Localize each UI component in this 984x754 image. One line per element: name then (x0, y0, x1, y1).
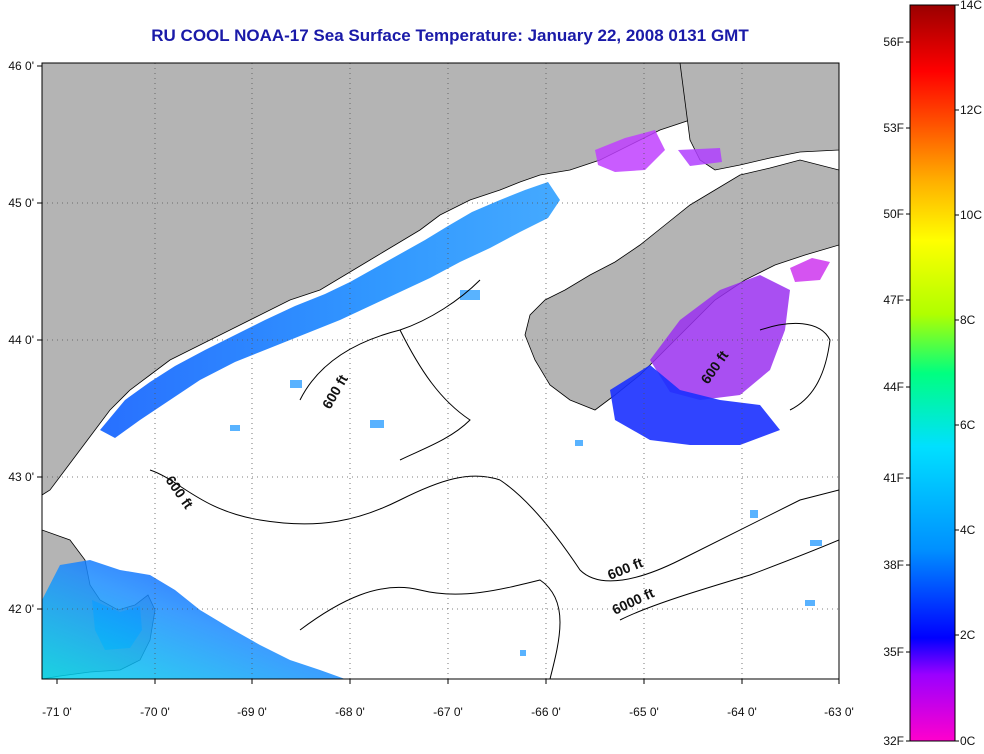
depth-contours (149, 279, 839, 679)
lat-tick-label: 44 0' (8, 333, 34, 347)
colorbar-f-label: 32F (883, 734, 904, 748)
colorbar-c-label: 14C (960, 0, 982, 12)
lon-tick-label: -68 0' (335, 705, 365, 719)
sst-warm-patch-south (42, 560, 345, 679)
colorbar-f-label: 35F (883, 645, 904, 659)
lat-tick-label: 45 0' (8, 196, 34, 210)
colorbar (909, 4, 956, 742)
sst-coastal-band (100, 182, 560, 438)
colorbar-f-label: 53F (883, 121, 904, 135)
colorbar-c-label: 8C (960, 313, 976, 327)
colorbar-f-label: 38F (883, 558, 904, 572)
colorbar-c-label: 12C (960, 103, 982, 117)
colorbar-f-label: 47F (883, 293, 904, 307)
lon-tick-label: -67 0' (433, 705, 463, 719)
lon-tick-label: -64 0' (727, 705, 757, 719)
lat-tick-label: 46 0' (8, 59, 34, 73)
lat-tick-label: 43 0' (8, 470, 34, 484)
plot-frame (41, 62, 840, 680)
colorbar-f-label: 41F (883, 471, 904, 485)
colorbar-c-label: 4C (960, 523, 976, 537)
colorbar-f-label: 50F (883, 207, 904, 221)
colorbar-c-label: 6C (960, 418, 976, 432)
lon-tick-label: -70 0' (140, 705, 170, 719)
lon-tick-label: -63 0' (824, 705, 854, 719)
lon-tick-label: -69 0' (237, 705, 267, 719)
colorbar-f-label: 56F (883, 35, 904, 49)
lon-tick-label: -66 0' (531, 705, 561, 719)
lon-tick-label: -71 0' (42, 705, 72, 719)
lon-tick-label: -65 0' (629, 705, 659, 719)
colorbar-c-label: 2C (960, 628, 976, 642)
colorbar-c-label: 10C (960, 208, 982, 222)
map-title: RU COOL NOAA-17 Sea Surface Temperature:… (151, 26, 749, 45)
colorbar-c-label: 0C (960, 734, 976, 748)
sst-cold-patch-ns (650, 275, 790, 400)
sst-cold-patch-fundy (595, 130, 665, 172)
lat-tick-label: 42 0' (8, 602, 34, 616)
colorbar-f-label: 44F (883, 380, 904, 394)
